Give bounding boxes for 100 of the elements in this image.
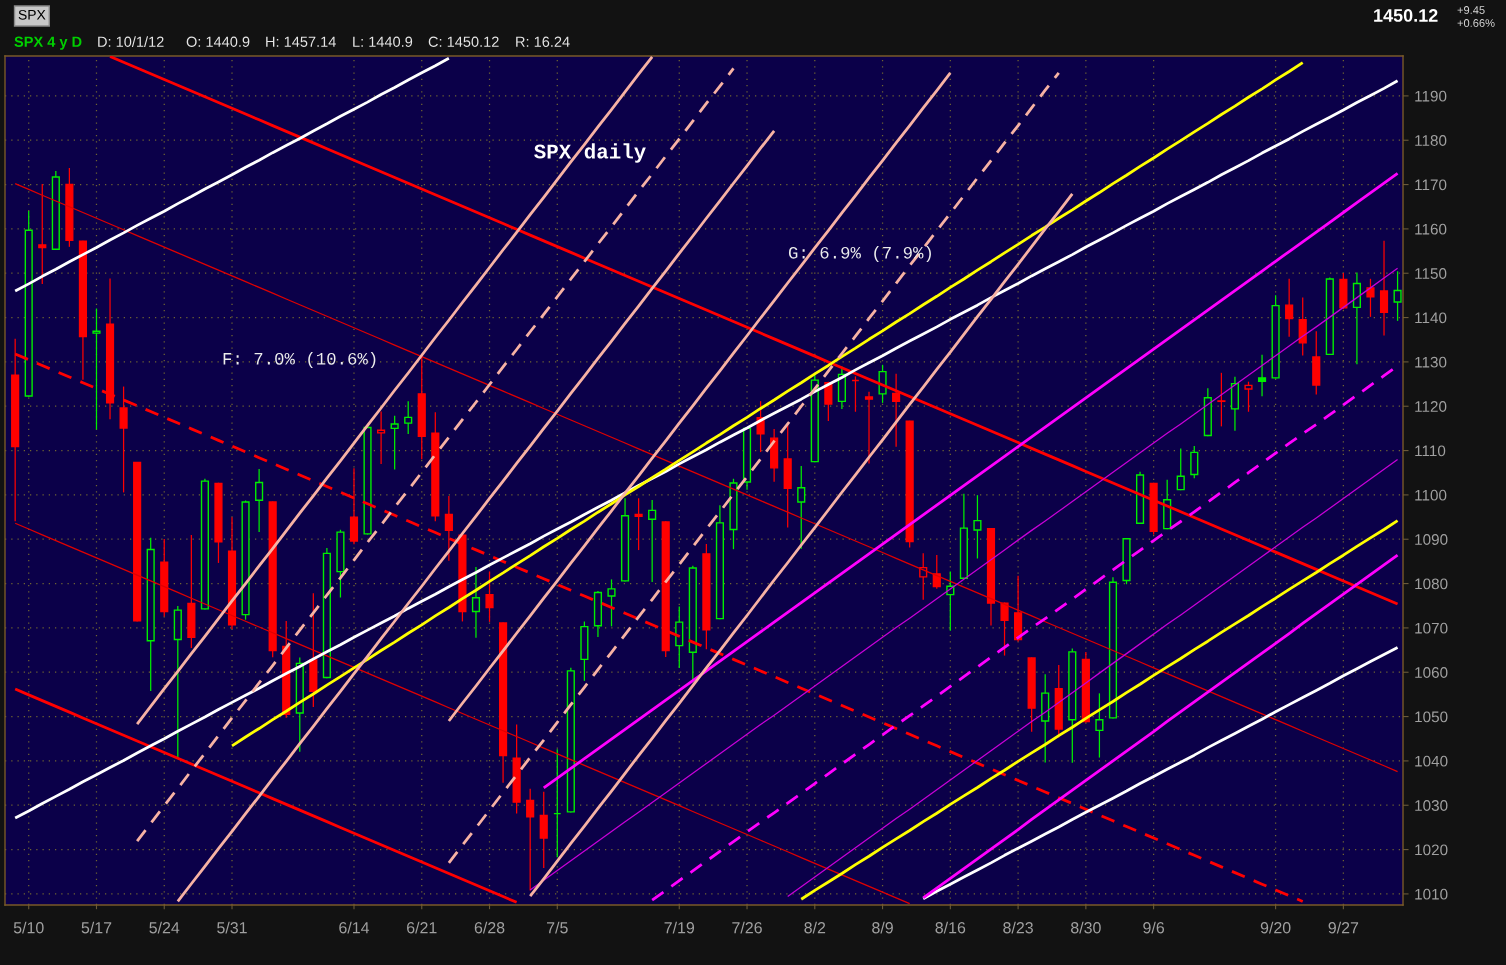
candlestick [119,386,128,493]
text: C: 1450.12 [428,36,499,47]
y-tick-label: 1010 [1415,888,1448,900]
x-tick-label: 5/31 [217,921,247,934]
candlestick [1095,693,1104,758]
x-tick-label: 6/28 [474,921,505,934]
x-tick-label: 8/30 [1071,921,1101,934]
candlestick [648,500,657,582]
line-series [447,71,952,723]
candlestick [973,495,982,559]
text: +9.45 [1457,6,1485,14]
x-tick-label: 9/27 [1328,921,1359,934]
candlestick [38,183,47,285]
candlestick [1217,372,1226,427]
x-tick-label: 6/21 [407,921,437,934]
candlestick [1366,278,1375,317]
line-series [135,56,654,726]
line-series [14,183,1399,773]
x-tick-label: 9/6 [1143,921,1165,934]
candlestick [377,411,386,465]
y-tick-label: 1150 [1415,268,1447,279]
y-tick-label: 1070 [1415,622,1448,634]
annotation: F: 7.0% (10.6%) [223,351,376,369]
y-tick-label: 1100 [1415,489,1447,501]
text: SPX daily [534,143,646,163]
x-tick-label: 8/2 [804,921,826,934]
x-tick-label: 8/16 [935,921,966,934]
x-tick-label: 7/26 [732,921,762,934]
candlestick [919,553,928,600]
candlestick [878,364,887,403]
y-tick-label: 1120 [1415,401,1447,412]
x-tick-label: 8/23 [1003,921,1033,934]
y-tick-label: 1180 [1415,135,1447,146]
candlestick [797,465,806,549]
y-tick-label: 1130 [1415,356,1447,368]
line-series [13,687,519,904]
text: H: 1457.14 [266,36,336,47]
line-series [176,129,776,903]
candlestick [1298,297,1307,356]
line-series [528,192,1074,898]
text: 1450.12 [1374,9,1438,22]
x-tick-label: 5/10 [13,921,44,934]
annotation: G: 6.9% (7.9%) [788,245,931,263]
y-tick-label: 1040 [1415,755,1448,767]
line-series [13,56,451,293]
y-tick-label: 1170 [1415,179,1447,191]
candlestick [404,401,413,434]
x-tick-label: 5/24 [149,921,180,934]
candlestick [485,571,494,622]
y-tick-label: 1020 [1415,844,1448,856]
candlestick [1000,602,1009,656]
text: L: 1440.9 [353,36,413,47]
candlestick [1257,354,1267,397]
y-tick-label: 1190 [1415,90,1447,102]
text: SPX [18,9,46,20]
candlestick [1176,448,1185,491]
candlestick [390,415,399,470]
y-tick-label: 1160 [1415,223,1447,235]
y-tick-label: 1080 [1415,578,1448,590]
line-series [108,56,1399,606]
text: O: 1440.9 [186,36,250,47]
candlestick [349,468,359,545]
candlestick [92,308,101,430]
y-tick-label: 1060 [1415,667,1448,678]
candlestick [1285,278,1294,337]
candlestick [539,791,548,868]
candlestick [1190,445,1199,479]
x-tick-label: 5/17 [81,921,112,934]
text: +0.66% [1457,19,1495,27]
text: D: 10/1/12 [98,36,164,47]
candlestick [864,391,874,464]
y-tick-label: 1030 [1415,800,1448,811]
x-tick-label: 7/5 [547,921,568,934]
line-series [447,71,1061,865]
line-series [799,519,1399,901]
candlestick [255,469,264,532]
candlestick [1244,381,1253,412]
y-tick-label: 1050 [1415,711,1448,723]
line-series [542,172,1399,790]
line-series [787,458,1399,898]
candlestick [1352,272,1362,365]
line-series [135,67,735,843]
candlestick [634,498,643,551]
line-series [921,646,1399,901]
candlestick [526,788,535,891]
candlestick [607,579,616,627]
text: SPX 4 y D [14,36,82,50]
x-tick-label: 7/19 [664,921,695,934]
x-tick-label: 9/20 [1260,921,1291,934]
y-tick-label: 1110 [1415,445,1446,457]
line-series [921,553,1399,900]
candlestick [471,566,481,638]
candlestick [1379,240,1389,336]
x-tick-label: 6/14 [339,921,370,934]
text: R: 16.24 [516,36,570,47]
candlestick [892,373,901,447]
y-tick-label: 1090 [1415,534,1448,545]
line-series [529,267,1399,891]
candlestick [675,606,684,668]
x-tick-label: 8/9 [872,921,893,934]
